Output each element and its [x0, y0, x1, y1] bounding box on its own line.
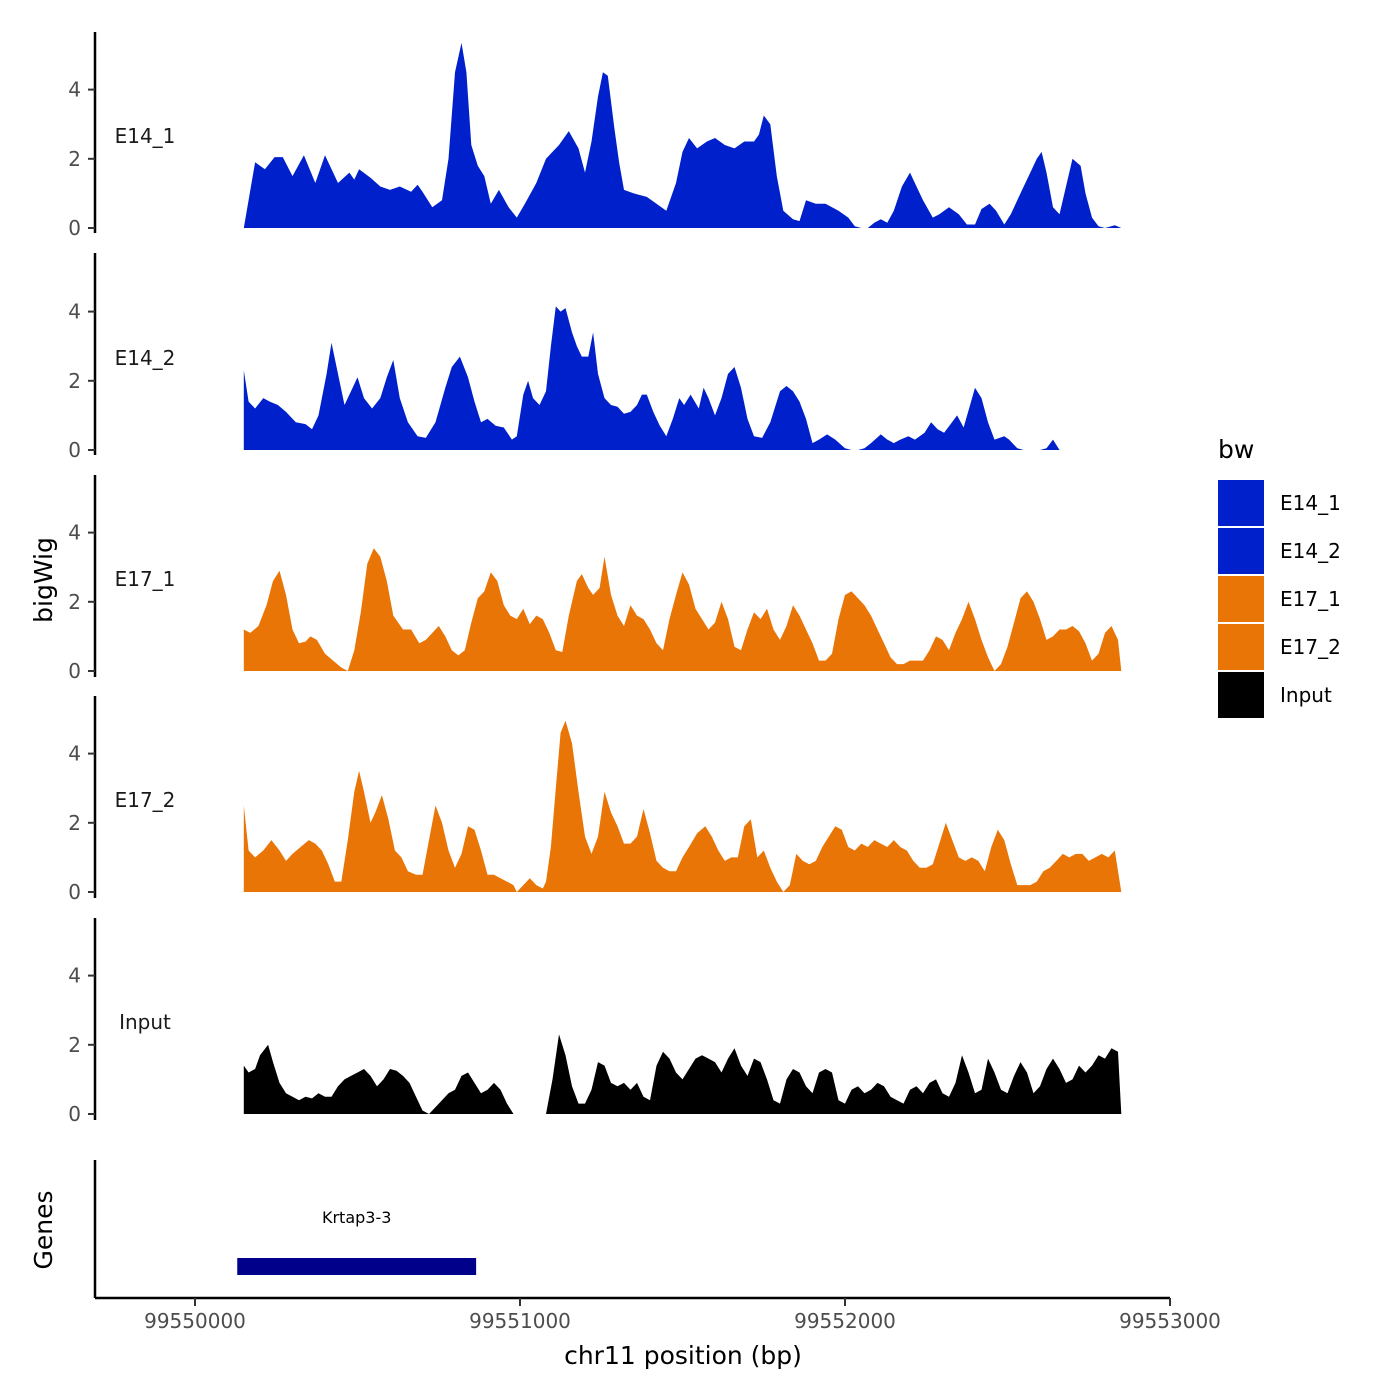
legend-label: E14_1: [1280, 491, 1341, 515]
track-e17-2: 0 2 4 E17_2: [68, 696, 1122, 904]
x-tick-label: 99550000: [144, 1309, 246, 1333]
track-e14-1: 0 2 4 E14_1: [68, 32, 1122, 240]
signal-area: [243, 306, 1060, 450]
legend-title: bw: [1218, 435, 1254, 464]
y-tick-label: 2: [68, 147, 81, 171]
legend-label: E14_2: [1280, 539, 1341, 563]
y-tick-label: 2: [68, 590, 81, 614]
track-e14-2: 0 2 4 E14_2: [68, 253, 1060, 462]
y-tick-label: 0: [68, 438, 81, 462]
track-input: 0 2 4 Input: [68, 918, 1122, 1126]
genes-panel: Krtap3-3: [93, 1160, 477, 1298]
track-label: E17_2: [115, 788, 176, 812]
legend-swatch: [1218, 480, 1264, 526]
y-tick-label: 2: [68, 369, 81, 393]
track-label: E14_2: [115, 346, 176, 370]
legend: bw E14_1 E14_2 E17_1 E17_2 Input: [1218, 435, 1341, 718]
signal-area: [546, 1034, 1122, 1114]
y-tick-label: 0: [68, 659, 81, 683]
y-tick-label: 4: [68, 964, 81, 988]
x-axis-title: chr11 position (bp): [564, 1341, 802, 1370]
legend-label: E17_1: [1280, 587, 1341, 611]
gene-body: [237, 1258, 477, 1275]
y-tick-label: 2: [68, 1033, 81, 1057]
legend-swatch: [1218, 576, 1264, 622]
legend-swatch: [1218, 528, 1264, 574]
x-tick-label: 99552000: [794, 1309, 896, 1333]
signal-area: [243, 42, 1122, 229]
legend-swatch: [1218, 624, 1264, 670]
y-axis-title: bigWig: [29, 537, 58, 623]
signal-area: [243, 720, 1122, 892]
track-label: E17_1: [115, 567, 176, 591]
genes-axis-title: Genes: [29, 1190, 58, 1269]
y-tick-label: 0: [68, 1102, 81, 1126]
signal-area: [243, 1044, 514, 1114]
signal-tracks: 0 2 4 E14_1 0 2 4 E14_2 0 2 4 E17_1 0 2 4 E17_2 0 2 4 Input: [68, 32, 1122, 1126]
track-label: Input: [119, 1010, 171, 1034]
legend-label: Input: [1280, 683, 1332, 707]
x-tick-label: 99551000: [469, 1309, 571, 1333]
y-tick-label: 4: [68, 300, 81, 324]
y-tick-label: 0: [68, 216, 81, 240]
gene-label: Krtap3-3: [322, 1208, 391, 1227]
legend-label: E17_2: [1280, 635, 1341, 659]
x-axis: 99550000 99551000 99552000 99553000: [95, 1296, 1221, 1333]
y-tick-label: 0: [68, 880, 81, 904]
legend-swatch: [1218, 672, 1264, 718]
track-label: E14_1: [115, 124, 176, 148]
track-e17-1: 0 2 4 E17_1: [68, 475, 1122, 683]
y-tick-label: 4: [68, 742, 81, 766]
x-tick-label: 99553000: [1119, 1309, 1221, 1333]
signal-area: [243, 548, 1122, 671]
y-tick-label: 4: [68, 521, 81, 545]
y-tick-label: 2: [68, 811, 81, 835]
y-tick-label: 4: [68, 78, 81, 102]
